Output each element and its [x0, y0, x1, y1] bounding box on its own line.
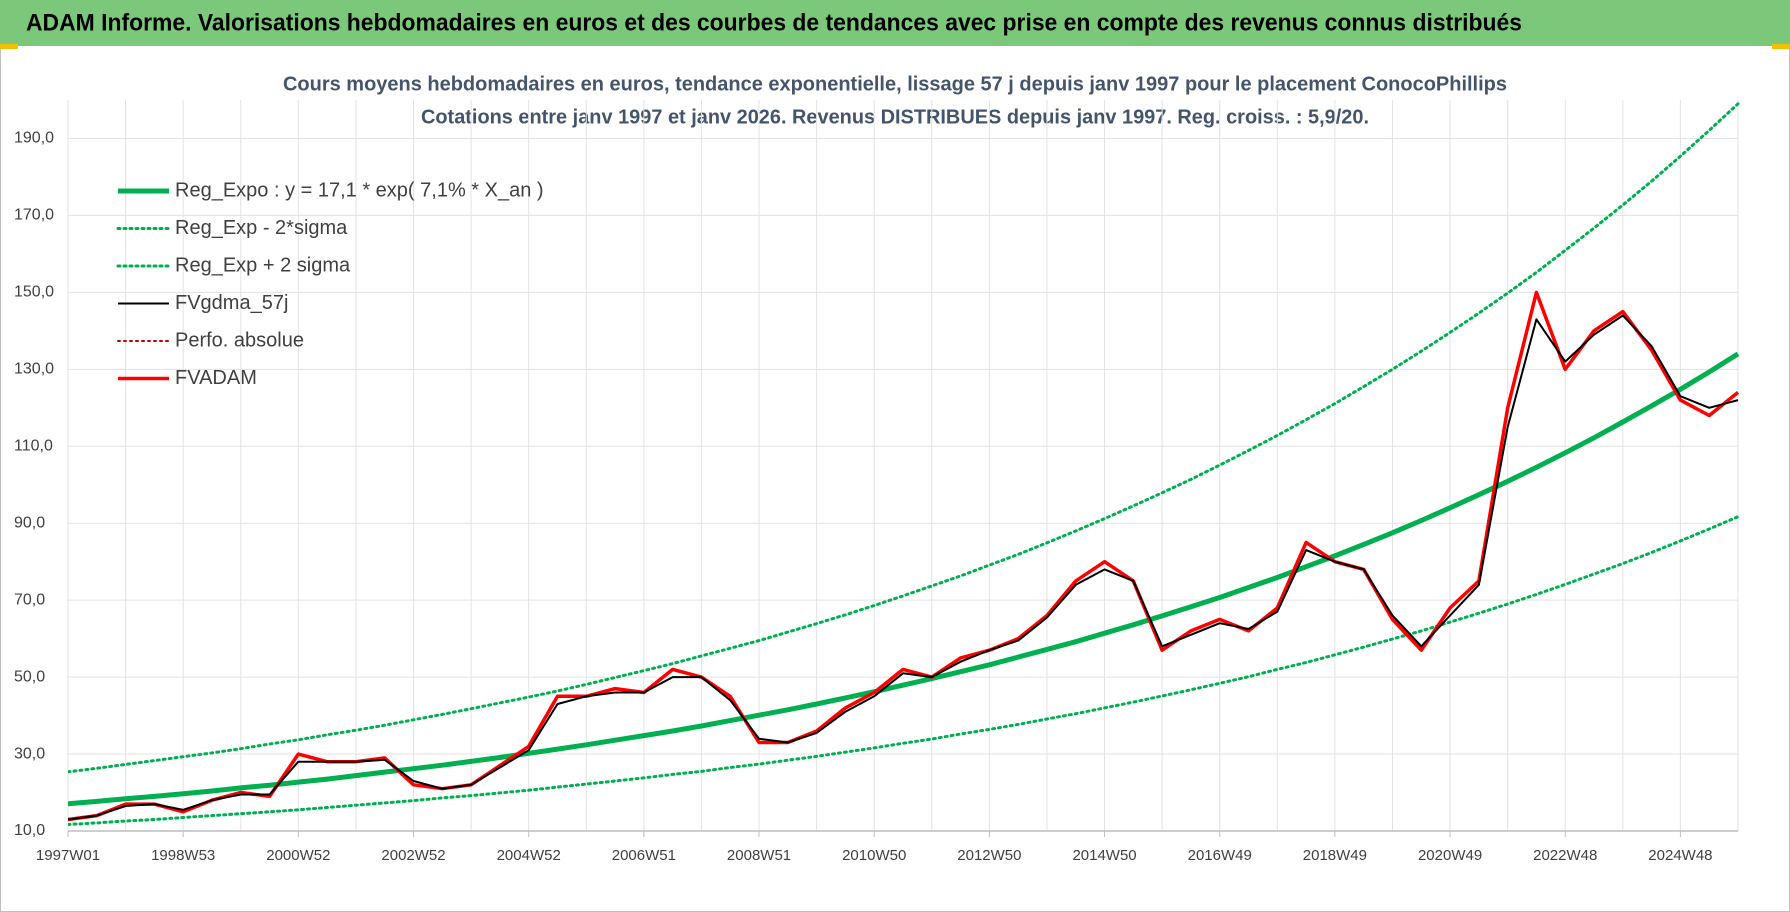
y-tick-label: 170,0	[14, 207, 54, 224]
series-line	[68, 351, 1740, 807]
header-bar	[0, 0, 1790, 46]
x-tick-label: 2010W50	[842, 847, 906, 864]
x-tick-label: 2018W49	[1303, 847, 1367, 864]
y-tick-label: 190,0	[14, 130, 54, 147]
x-tick-label: 2000W52	[266, 847, 330, 864]
legend-label: Reg_Expo : y = 17,1 * exp( 7,1% * X_an )	[175, 179, 544, 201]
legend-label: Reg_Exp + 2 sigma	[175, 254, 351, 276]
series-line	[68, 314, 1739, 821]
header-title: ADAM Informe. Valorisations hebdomadaire…	[26, 9, 1522, 36]
labels: 1997W01 1998W53 2000W52 2002W52 2004W52 2006W…	[14, 130, 1713, 864]
x-tick-label: 2006W51	[612, 847, 676, 864]
x-tick-label: 1998W53	[151, 847, 215, 864]
y-tick-label: 50,0	[14, 668, 45, 685]
x-tick-label: 2008W51	[727, 847, 791, 864]
plot	[68, 102, 1740, 826]
series-line	[68, 102, 1740, 774]
y-tick-label: 90,0	[14, 514, 45, 531]
x-tick-label: 2020W49	[1418, 847, 1482, 864]
legend-label: Reg_Exp - 2*sigma	[175, 217, 348, 239]
grid	[67, 100, 1739, 837]
chart-subtitle: Cotations entre janv 1997 et janv 2026. …	[421, 106, 1369, 128]
y-tick-label: 10,0	[14, 822, 45, 839]
legend-label: FVADAM	[175, 367, 257, 389]
chart-title: Cours moyens hebdomadaires en euros, ten…	[283, 73, 1507, 95]
x-tick-label: 2022W48	[1533, 847, 1597, 864]
series-line	[68, 515, 1740, 826]
y-tick-label: 130,0	[14, 361, 54, 378]
x-tick-label: 2024W48	[1648, 847, 1712, 864]
x-tick-label: 2016W49	[1188, 847, 1252, 864]
legend-label: Perfo. absolue	[175, 329, 304, 351]
legend-label: FVgdma_57j	[175, 292, 288, 314]
corner-mark	[1772, 44, 1790, 49]
x-tick-label: 2012W50	[957, 847, 1021, 864]
y-tick-label: 150,0	[14, 284, 54, 301]
x-tick-label: 2004W52	[497, 847, 561, 864]
y-tick-label: 30,0	[14, 745, 45, 762]
y-tick-label: 110,0	[14, 437, 53, 454]
corner-mark	[0, 44, 18, 49]
x-tick-label: 2014W50	[1072, 847, 1136, 864]
x-tick-label: 2002W52	[381, 847, 445, 864]
y-tick-label: 70,0	[14, 591, 45, 608]
x-tick-label: 1997W01	[36, 847, 100, 864]
